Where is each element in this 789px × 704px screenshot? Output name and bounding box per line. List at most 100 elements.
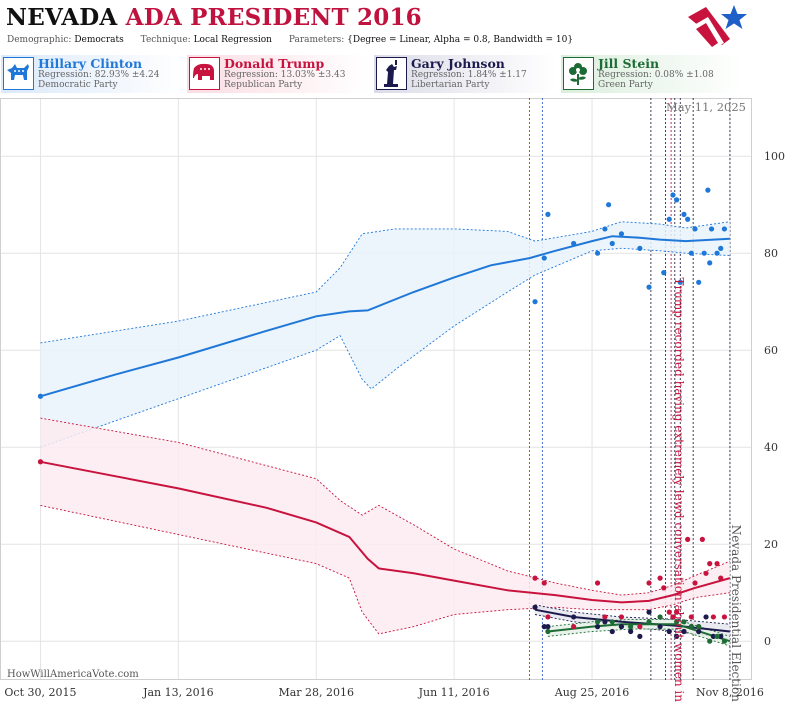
candidate-name: Gary Johnson (411, 56, 505, 71)
poll-point-jill-stein (594, 619, 601, 625)
band-hillary-clinton (40, 221, 730, 448)
candidate-party: Republican Party (224, 80, 303, 90)
statue-of-liberty-icon (376, 57, 407, 90)
band-upper-gary-johnson (534, 604, 730, 625)
donkey-icon (3, 57, 34, 90)
candidate-regression: Regression: 82.93% ±4.24 (38, 70, 160, 80)
trend-line-gary-johnson (534, 608, 731, 633)
poll-point-gary-johnson (666, 628, 672, 635)
technique-label: Technique: (140, 35, 191, 45)
poll-point-gary-johnson (532, 604, 538, 610)
trend-line-hillary-clinton (40, 235, 730, 398)
poll-point-gary-johnson (718, 633, 724, 639)
poll-point-hillary-clinton (692, 226, 698, 232)
poll-point-gary-johnson (618, 624, 625, 630)
parameters-line: Demographic: Democrats Technique: Local … (7, 35, 573, 45)
poll-point-jill-stein (646, 619, 652, 625)
poll-point-donald-trump (646, 580, 652, 586)
candidate-regression: Regression: 1.84% ±1.17 (411, 70, 527, 80)
y-tick-label: 100 (764, 150, 785, 163)
flower-icon (563, 57, 594, 90)
poll-point-jill-stein (545, 628, 551, 635)
poll-point-gary-johnson (710, 633, 716, 639)
y-tick-label: 20 (764, 538, 778, 551)
poll-point-jill-stein (681, 619, 687, 625)
title-race: ADA PRESIDENT 2016 (125, 4, 422, 31)
poll-points (37, 187, 728, 644)
poll-point-gary-johnson (628, 628, 634, 635)
x-tick-label: Jan 13, 2016 (142, 686, 214, 699)
poll-point-gary-johnson (609, 628, 615, 635)
poll-point-gary-johnson (637, 633, 643, 639)
y-tick-label: 60 (764, 344, 778, 357)
poll-point-hillary-clinton (721, 226, 728, 232)
poll-point-donald-trump (594, 580, 601, 586)
technique-value: Local Regression (193, 35, 272, 45)
poll-point-gary-johnson (681, 628, 687, 635)
poll-point-donald-trump (710, 614, 716, 620)
demographic-value: Democrats (74, 35, 124, 45)
candidate-card-johnson: Gary Johnson Regression: 1.84% ±1.17 Lib… (374, 55, 556, 93)
poll-point-hillary-clinton (701, 250, 707, 256)
poll-point-jill-stein (674, 619, 680, 625)
candidate-party: Democratic Party (38, 80, 118, 90)
poll-point-hillary-clinton (688, 250, 694, 256)
y-tick-label: 40 (764, 441, 778, 454)
poll-point-donald-trump (618, 614, 625, 620)
title-state: NEVADA (6, 4, 118, 31)
poll-point-hillary-clinton (681, 211, 687, 217)
poll-point-donald-trump (571, 624, 577, 630)
candidate-card-clinton: Hillary Clinton Regression: 82.93% ±4.24… (1, 55, 183, 93)
y-tick-label: 80 (764, 247, 778, 260)
annotation-lewd-tape: Trump recorded having extremely lewd con… (672, 277, 686, 704)
elephant-icon (189, 57, 220, 90)
poll-point-donald-trump (666, 609, 672, 615)
poll-point-hillary-clinton (609, 240, 615, 247)
poll-point-gary-johnson (594, 624, 601, 630)
poll-point-hillary-clinton (37, 393, 44, 399)
poll-point-gary-johnson (545, 624, 551, 630)
y-tick-label: 0 (764, 635, 771, 648)
poll-point-hillary-clinton (602, 226, 608, 232)
poll-point-hillary-clinton (618, 231, 625, 237)
poll-point-hillary-clinton (661, 270, 667, 276)
band-donald-trump (40, 418, 730, 634)
regression-chart: Trump recorded having extremely lewd con… (0, 98, 785, 704)
watermark: HowWillAmericaVote.com (7, 669, 139, 680)
poll-point-hillary-clinton (685, 216, 691, 222)
poll-point-jill-stein (628, 624, 634, 630)
poll-point-hillary-clinton (646, 284, 652, 290)
poll-point-gary-johnson (674, 633, 680, 639)
candidate-regression: Regression: 0.08% ±1.08 (598, 70, 714, 80)
poll-point-hillary-clinton (545, 211, 551, 217)
page-title: NEVADA ADA PRESIDENT 2016 (6, 4, 422, 31)
poll-point-hillary-clinton (605, 202, 612, 208)
candidate-name: Donald Trump (224, 56, 325, 71)
axis-ticks: 0 20 40 60 80 100 Oct 30, 2015 Jan 13, 2016 Mar … (4, 150, 785, 699)
x-tick-label: Oct 30, 2015 (4, 686, 76, 699)
candidate-card-stein: Jill Stein Regression: 0.08% ±1.08 Green… (561, 55, 743, 93)
poll-point-donald-trump (532, 575, 538, 581)
poll-point-jill-stein (714, 633, 720, 639)
poll-point-donald-trump (688, 614, 694, 620)
candidate-regression: Regression: 13.03% ±3.43 (224, 70, 346, 80)
x-tick-label: Aug 25, 2016 (554, 686, 630, 699)
candidate-party: Libertarian Party (411, 80, 490, 90)
x-tick-label: Nov 8, 2016 (696, 686, 764, 699)
poll-point-gary-johnson (541, 624, 547, 630)
candidate-name: Jill Stein (598, 56, 660, 71)
poll-point-donald-trump (692, 580, 698, 586)
poll-point-hillary-clinton (541, 255, 547, 261)
poll-point-hillary-clinton (532, 299, 538, 305)
poll-point-hillary-clinton (594, 250, 601, 256)
poll-point-donald-trump (674, 609, 680, 615)
poll-point-gary-johnson (571, 614, 577, 620)
poll-point-gary-johnson (646, 609, 652, 615)
poll-point-hillary-clinton (677, 279, 683, 285)
poll-point-gary-johnson (657, 624, 663, 630)
poll-point-donald-trump (541, 580, 547, 586)
poll-point-jill-stein (657, 614, 663, 620)
poll-point-jill-stein (721, 638, 728, 644)
poll-point-donald-trump (714, 561, 720, 567)
star-flag-logo-icon (686, 3, 748, 49)
